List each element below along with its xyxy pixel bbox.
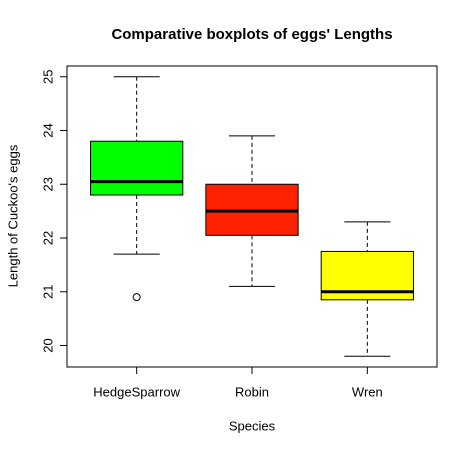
x-tick-label: Robin [235, 384, 269, 399]
box [90, 140, 184, 196]
y-tick-label: 22 [40, 231, 55, 245]
y-tick-label: 25 [40, 70, 55, 84]
y-axis-label: Length of Cuckoo's eggs [5, 144, 20, 287]
chart-title: Comparative boxplots of eggs' Lengths [111, 26, 392, 43]
x-axis-label: Species [229, 418, 276, 433]
y-tick-label: 23 [40, 177, 55, 191]
y-tick-label: 21 [40, 285, 55, 299]
y-tick-label: 24 [40, 123, 55, 137]
x-tick-label: HedgeSparrow [93, 384, 180, 399]
outlier [132, 293, 141, 302]
x-tick-label: Wren [352, 384, 383, 399]
y-tick-label: 20 [40, 338, 55, 352]
